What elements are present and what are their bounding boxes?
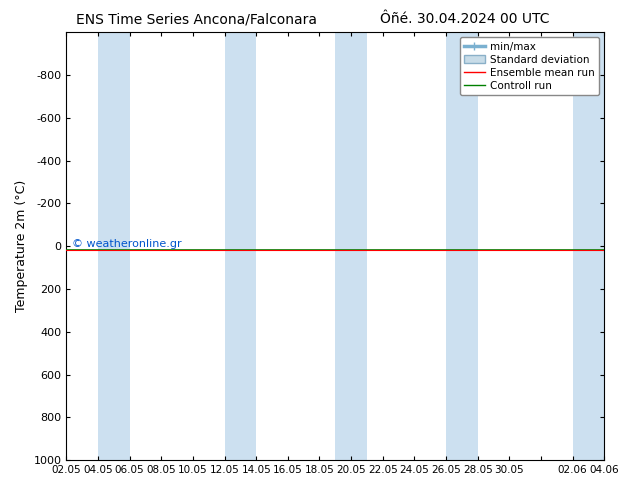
Bar xyxy=(446,32,477,460)
Bar xyxy=(224,32,256,460)
Y-axis label: Temperature 2m (°C): Temperature 2m (°C) xyxy=(15,180,28,312)
Text: Ôñé. 30.04.2024 00 UTC: Ôñé. 30.04.2024 00 UTC xyxy=(380,12,550,26)
Bar xyxy=(98,32,130,460)
Text: © weatheronline.gr: © weatheronline.gr xyxy=(72,239,181,249)
Bar xyxy=(573,32,604,460)
Text: ENS Time Series Ancona/Falconara: ENS Time Series Ancona/Falconara xyxy=(76,12,317,26)
Legend: min/max, Standard deviation, Ensemble mean run, Controll run: min/max, Standard deviation, Ensemble me… xyxy=(460,37,599,95)
Bar xyxy=(335,32,367,460)
